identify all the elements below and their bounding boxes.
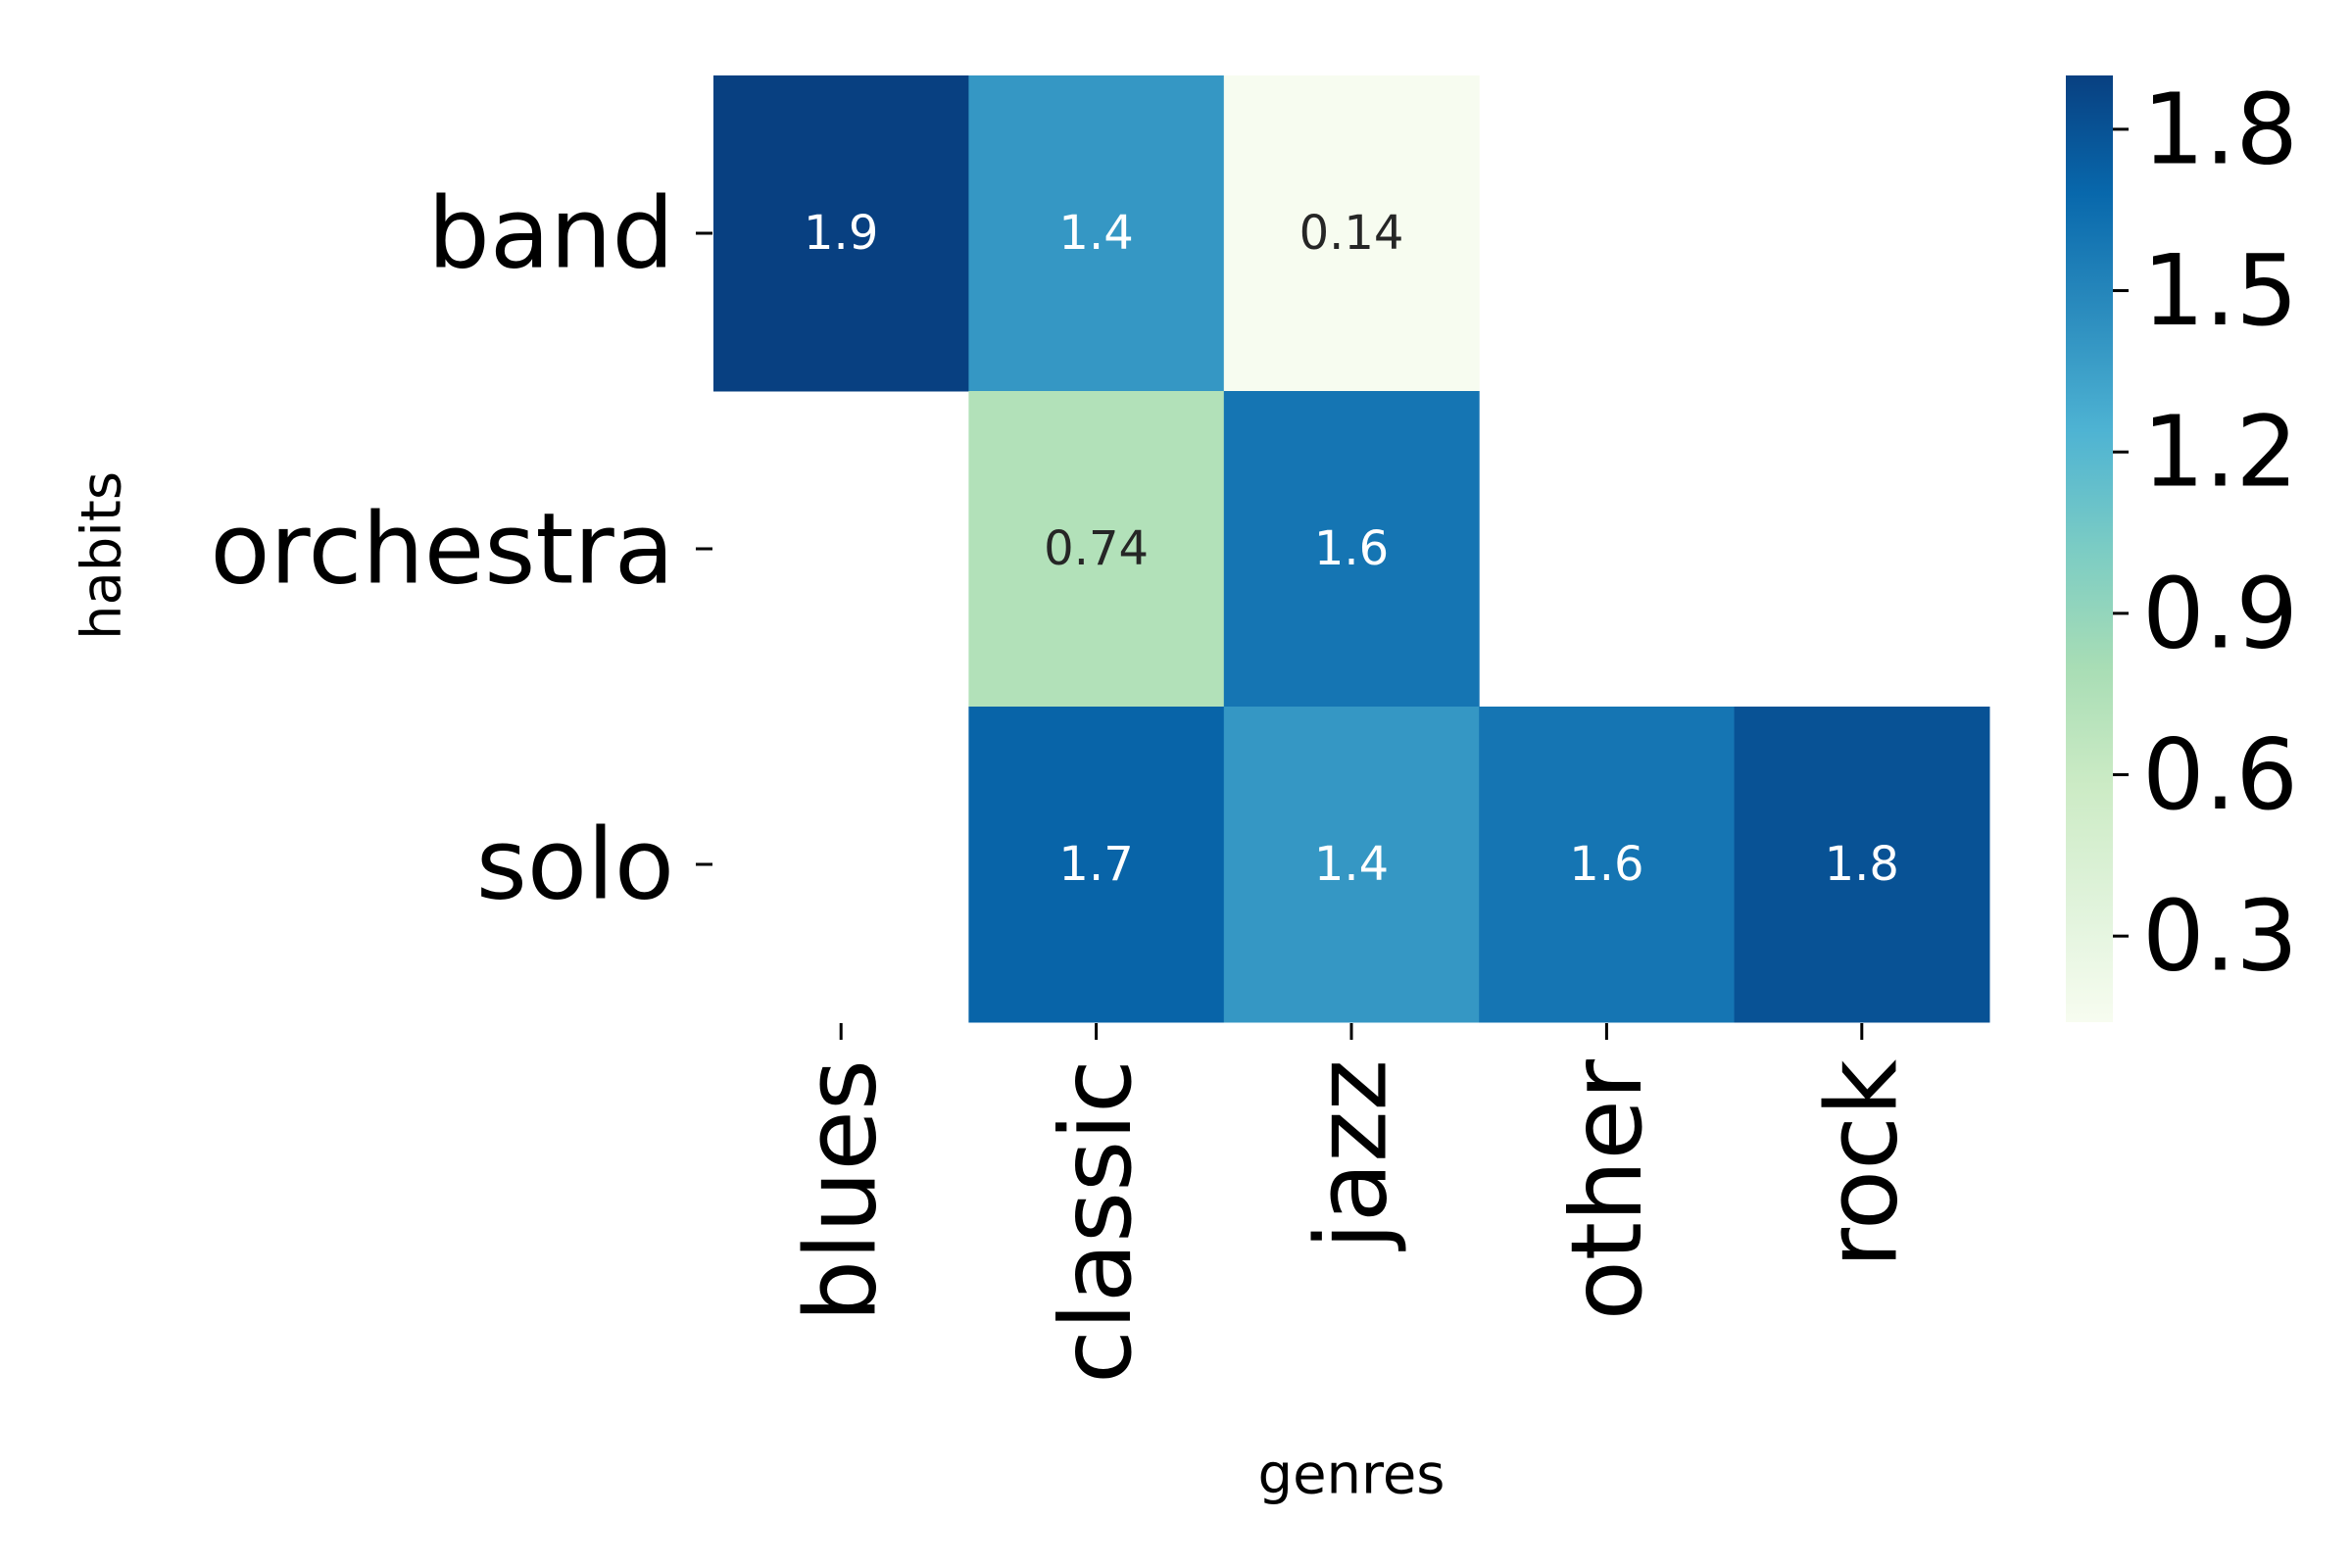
cell-value-label: 1.6 [1314,521,1389,576]
colorbar-tick-label: 1.5 [2142,233,2298,348]
heatmap-cell-solo-other [1479,707,1736,1023]
x-tick-label: jazz [1295,1059,1409,1251]
y-tick-label: band [427,176,674,291]
colorbar-tick-label: 0.3 [2142,879,2298,994]
colorbar-tick-label: 1.8 [2142,72,2298,186]
x-tick-label: rock [1804,1059,1919,1268]
cell-value-label: 1.4 [1058,206,1133,261]
x-tick-label: other [1549,1058,1664,1320]
heatmap-cells: 1.9 1.4 0.14 0.74 1.6 1.7 1.4 1.6 1.8 [713,75,1990,1023]
x-tick-label: blues [784,1059,899,1322]
y-tick-label: orchestra [210,492,674,607]
colorbar-tick-label: 0.9 [2142,556,2298,670]
colorbar-tick-label: 0.6 [2142,717,2298,832]
heatmap-cell-band-jazz [1223,75,1480,392]
heatmap-cell-solo-jazz [1223,707,1480,1023]
heatmap-cell-band-blues [713,75,969,392]
cell-value-label: 0.74 [1044,521,1149,576]
heatmap-cell-band-classic [968,75,1225,392]
x-axis: blues classic jazz other rock [784,1023,1919,1384]
cell-value-label: 1.4 [1314,837,1389,892]
heatmap-cell-solo-classic [968,707,1225,1023]
cell-value-label: 0.14 [1299,206,1404,261]
cell-value-label: 1.8 [1825,837,1899,892]
cell-value-label: 1.9 [804,206,878,261]
heatmap-cell-solo-rock [1734,707,1990,1023]
y-axis-title: habits [71,471,134,640]
colorbar-ticks: 0.3 0.6 0.9 1.2 1.5 1.8 [2113,72,2298,994]
colorbar-tick-label: 1.2 [2142,395,2298,510]
heatmap-cell-orchestra-classic [968,391,1225,708]
y-tick-label: solo [476,808,674,922]
heatmap-cell-orchestra-jazz [1223,391,1480,708]
cell-value-label: 1.7 [1058,837,1133,892]
x-tick-label: classic [1039,1059,1153,1384]
x-axis-title: genres [1258,1444,1446,1507]
y-axis: band orchestra solo [210,176,712,922]
cell-value-label: 1.6 [1569,837,1643,892]
colorbar [2066,75,2113,1022]
